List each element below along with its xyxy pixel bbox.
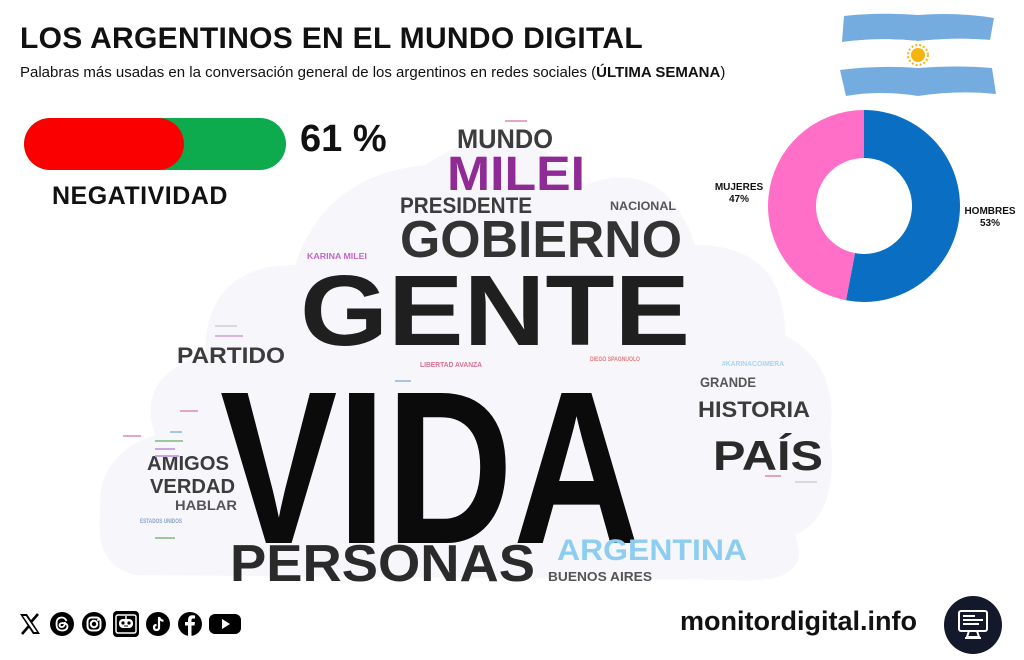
word-verdad: VERDAD [150,476,235,498]
mujeres-value: 47% [728,194,749,205]
word-hablar: HABLAR [175,497,237,513]
negativity-fill [24,118,184,170]
negativity-percent: 61 % [300,118,387,160]
cloud-shape [99,139,832,581]
word-karina-milei: KARINA MILEI [307,252,367,261]
gender-donut-chart [768,110,960,302]
word-partido: PARTIDO [177,343,285,368]
word-diego-spagnuolo: DIEGO SPAGNUOLO [590,357,640,363]
page-title: LOS ARGENTINOS EN EL MUNDO DIGITAL [20,22,643,55]
negativity-label: NEGATIVIDAD [52,182,228,210]
minor-words [123,120,817,539]
word-karinacoimera: #KARINACOIMERA [722,361,784,368]
argentina-flag-icon [840,13,996,96]
legend-mujeres: MUJERES 47% [712,182,766,206]
facebook-icon[interactable] [176,610,204,638]
word-gente: GENTE [300,255,690,367]
mujeres-label: MUJERES [714,182,764,193]
word-grande: GRANDE [700,374,756,390]
x-icon[interactable] [16,610,44,638]
youtube-icon[interactable] [208,610,242,638]
donut-slice-hombres [846,110,960,302]
word-mundo: MUNDO [457,124,553,154]
page-subtitle: Palabras más usadas en la conversación g… [20,64,725,81]
word-argentina: ARGENTINA [557,534,747,567]
word-personas: PERSONAS [230,535,535,585]
donut-slice-mujeres [768,110,864,301]
negativity-bar [24,118,286,170]
legend-hombres: HOMBRES 53% [962,206,1018,230]
word-amigos: AMIGOS [147,453,229,475]
word-estados-unidos: ESTADOS UNIDOS [140,519,182,525]
robot-icon[interactable] [112,610,140,638]
word-libertad-avanza: LIBERTAD AVANZA [420,362,482,369]
subtitle-close: ) [720,64,726,81]
instagram-icon[interactable] [80,610,108,638]
word-nacional: NACIONAL [610,199,676,213]
monitor-logo-icon [944,596,1002,654]
word-buenos-aires: BUENOS AIRES [548,569,652,584]
word-vida: VIDA [220,347,640,585]
hombres-value: 53% [979,218,1000,229]
hombres-label: HOMBRES [964,206,1016,217]
word-cloud: VIDA GENTE GOBIERNO PERSONAS MILEI MUNDO… [99,120,832,585]
subtitle-text: Palabras más usadas en la conversación g… [20,64,597,81]
word-pais: PAÍS [713,432,823,479]
site-link[interactable]: monitordigital.info [680,606,917,636]
word-presidente: PRESIDENTE [400,193,532,218]
social-icons [16,606,242,642]
threads-icon[interactable] [48,610,76,638]
subtitle-emphasis: ÚLTIMA SEMANA [596,64,721,81]
tiktok-icon[interactable] [144,610,172,638]
word-gobierno: GOBIERNO [400,211,682,269]
word-milei: MILEI [447,148,585,201]
word-historia: HISTORIA [698,397,810,422]
